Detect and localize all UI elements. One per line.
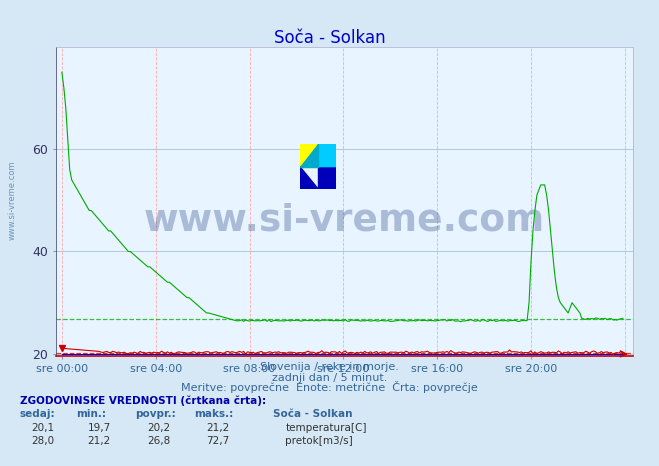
Text: ZGODOVINSKE VREDNOSTI (črtkana črta):: ZGODOVINSKE VREDNOSTI (črtkana črta): [20, 396, 266, 406]
Text: temperatura[C]: temperatura[C] [285, 423, 367, 433]
Text: 19,7: 19,7 [88, 423, 111, 433]
Bar [300, 144, 318, 167]
Text: 21,2: 21,2 [206, 423, 229, 433]
Bar [318, 167, 336, 189]
Text: min.:: min.: [76, 409, 106, 419]
Text: 20,2: 20,2 [147, 423, 170, 433]
Text: maks.:: maks.: [194, 409, 234, 419]
Text: Slovenija / reke in morje.: Slovenija / reke in morje. [260, 363, 399, 372]
Text: povpr.:: povpr.: [135, 409, 176, 419]
Text: Soča - Solkan: Soča - Solkan [273, 409, 353, 419]
Text: 26,8: 26,8 [147, 436, 170, 445]
Text: zadnji dan / 5 minut.: zadnji dan / 5 minut. [272, 373, 387, 383]
Text: www.si-vreme.com: www.si-vreme.com [8, 161, 17, 240]
Text: 72,7: 72,7 [206, 436, 229, 445]
Text: sedaj:: sedaj: [20, 409, 55, 419]
Polygon shape [318, 144, 336, 167]
Text: 20,1: 20,1 [32, 423, 55, 433]
Text: 28,0: 28,0 [32, 436, 55, 445]
Text: Soča - Solkan: Soča - Solkan [273, 29, 386, 47]
Text: www.si-vreme.com: www.si-vreme.com [144, 202, 545, 238]
Polygon shape [318, 144, 336, 167]
Polygon shape [300, 167, 318, 189]
Text: 21,2: 21,2 [88, 436, 111, 445]
Polygon shape [300, 144, 318, 167]
Text: Meritve: povprečne  Enote: metrične  Črta: povprečje: Meritve: povprečne Enote: metrične Črta:… [181, 381, 478, 393]
Text: pretok[m3/s]: pretok[m3/s] [285, 436, 353, 445]
